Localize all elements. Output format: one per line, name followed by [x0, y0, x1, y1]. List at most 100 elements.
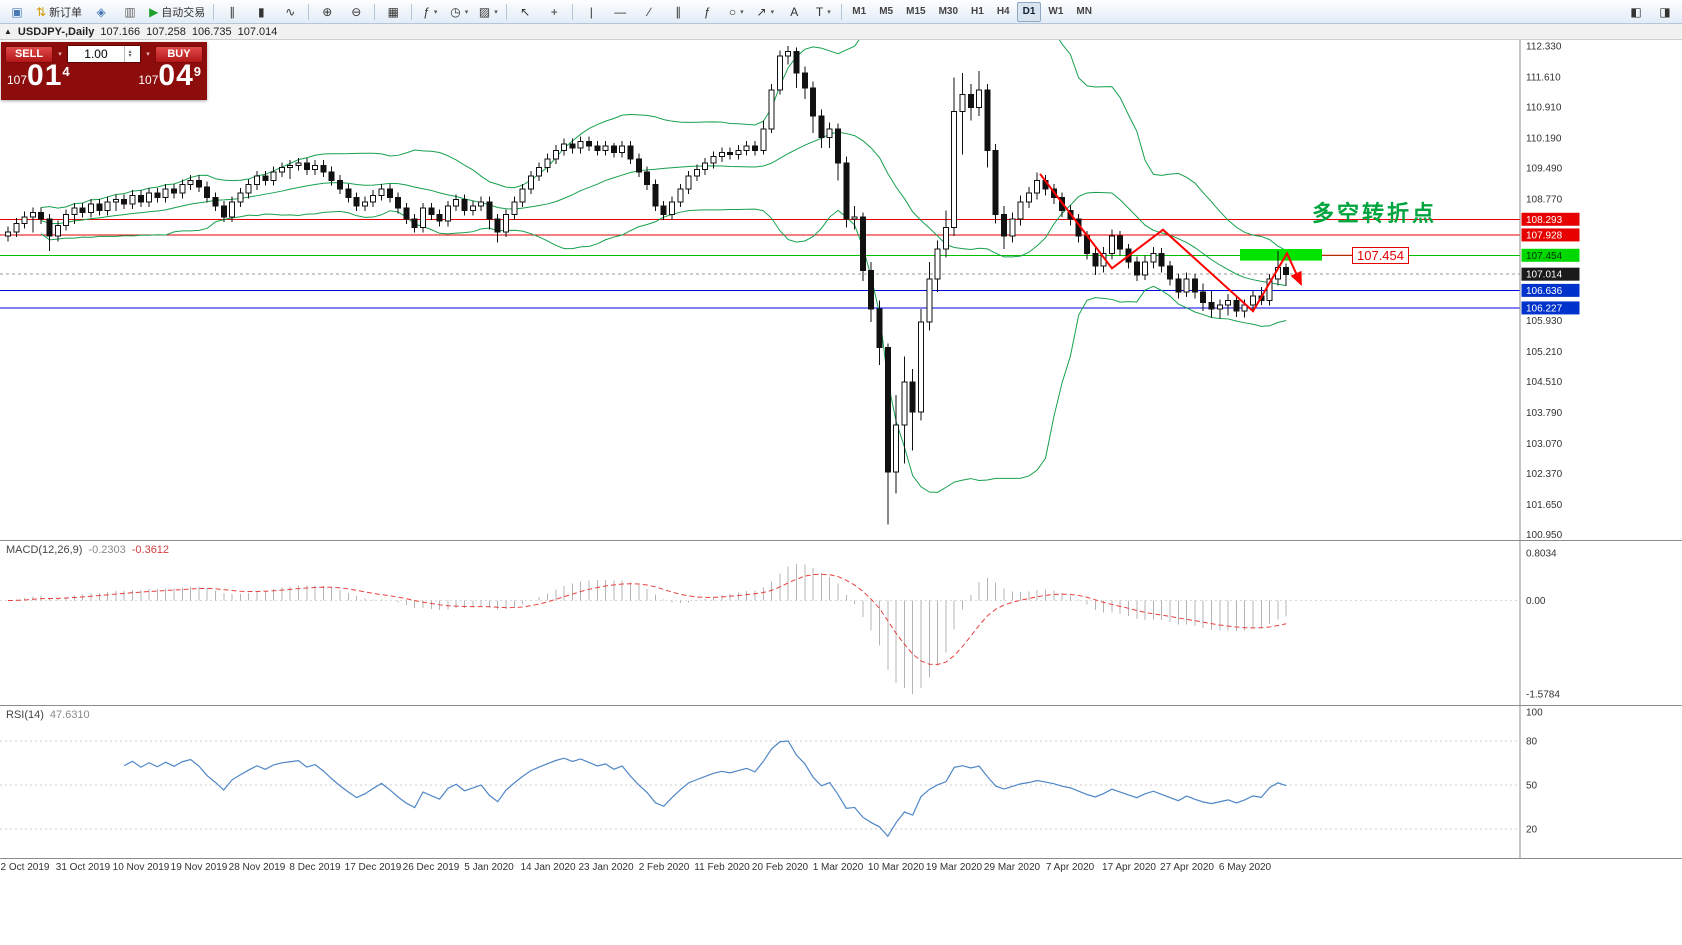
candle: [1175, 278, 1182, 293]
candle: [112, 199, 119, 203]
collapse-icon[interactable]: ▲: [4, 27, 12, 36]
sell-dropdown-icon[interactable]: ▾: [58, 51, 62, 58]
text-button[interactable]: A: [780, 1, 808, 23]
timeframe-m5-button[interactable]: M5: [879, 6, 894, 17]
horizontal-line-button[interactable]: —: [606, 1, 634, 23]
timeframe-h4-button[interactable]: H4: [996, 6, 1010, 17]
timeframe-m15-button[interactable]: M15: [906, 6, 926, 17]
candle: [760, 128, 767, 151]
candlestick-chart-button[interactable]: ▮: [247, 1, 275, 23]
new-chart-button[interactable]: ▣: [3, 1, 31, 23]
autotrading-button[interactable]: ▶ 自动交易: [145, 1, 209, 23]
fibonacci-button[interactable]: ƒ: [693, 1, 721, 23]
indicators-button[interactable]: ƒ ▾: [416, 1, 444, 23]
bid-price[interactable]: 107 01 4: [7, 61, 70, 91]
timeframe-m1-button[interactable]: M1: [852, 6, 867, 17]
timeframe-m30-button[interactable]: M30: [938, 6, 959, 17]
crosshair-button[interactable]: +: [540, 1, 568, 23]
candle: [693, 169, 700, 177]
candle: [594, 145, 601, 151]
toolbar-separator: [572, 3, 574, 20]
ask-price[interactable]: 107 04 9: [138, 61, 201, 91]
periods-icon: ◷: [450, 4, 461, 19]
macd-value-main: -0.2303: [88, 544, 126, 556]
candle: [403, 207, 410, 220]
buy-dropdown-icon[interactable]: ▾: [146, 51, 150, 58]
candle: [635, 158, 642, 173]
sell-button[interactable]: SELL: [5, 45, 53, 63]
volume-spinner[interactable]: ▴ ▾: [123, 46, 135, 62]
line-chart-button[interactable]: ∿: [276, 1, 304, 23]
candle: [984, 89, 991, 151]
text-label-icon: T: [815, 4, 824, 19]
tile-windows-button[interactable]: ▦: [379, 1, 407, 23]
candle: [5, 231, 11, 237]
candle: [1225, 300, 1232, 306]
volume-input[interactable]: [67, 47, 124, 61]
toolbar-separator: [213, 3, 215, 20]
chart-autoscroll-icon: ◨: [1659, 4, 1671, 19]
candle: [1167, 265, 1173, 280]
candle: [461, 199, 468, 211]
templates-button[interactable]: ▨ ▾: [474, 1, 502, 23]
ask-prefix: 107: [138, 73, 159, 87]
zoom-out-button[interactable]: ⊖: [342, 1, 370, 23]
vertical-line-button[interactable]: |: [577, 1, 605, 23]
candle: [527, 175, 534, 190]
rsi-axis-label: 50: [1526, 781, 1538, 792]
arrows-icon: ↗: [756, 4, 767, 19]
timeframe-h1-button[interactable]: H1: [971, 6, 984, 17]
price-axis-label: 109.490: [1526, 163, 1563, 174]
price-badge: [1521, 301, 1580, 315]
candle: [121, 199, 128, 205]
crosshair-icon: +: [550, 4, 558, 19]
candle: [544, 158, 551, 168]
spinner-up-icon[interactable]: ▴: [128, 49, 132, 55]
periods-button[interactable]: ◷ ▾: [445, 1, 473, 23]
bid-prefix: 107: [7, 73, 28, 87]
date-axis-label: 2 Oct 2019: [0, 862, 50, 873]
timeframe-mn-button[interactable]: MN: [1076, 6, 1092, 17]
text-label-button[interactable]: T ▾: [809, 1, 837, 23]
bar-chart-button[interactable]: ∥: [218, 1, 246, 23]
shapes-button[interactable]: ○ ▾: [722, 1, 750, 23]
candle: [710, 156, 717, 164]
zoom-in-button[interactable]: ⊕: [313, 1, 341, 23]
timeframe-d1-button[interactable]: D1: [1016, 1, 1042, 22]
candle: [1283, 266, 1290, 275]
candle: [195, 179, 202, 188]
macd-indicator-panel: MACD(12,26,9) -0.2303 -0.3612 0.8034 0.00 -1…: [0, 541, 1682, 706]
spinner-down-icon[interactable]: ▾: [128, 53, 132, 59]
channel-button[interactable]: ∥: [664, 1, 692, 23]
chart-shift-button[interactable]: ◧: [1622, 1, 1650, 23]
price-axis-label: 111.610: [1526, 72, 1561, 83]
date-axis-label: 29 Mar 2020: [983, 862, 1041, 873]
candle: [569, 143, 576, 149]
candle: [835, 128, 841, 164]
highlight-zone-rect[interactable]: [1240, 249, 1322, 261]
metaeditor-button[interactable]: ◈: [87, 1, 115, 23]
candle: [270, 171, 277, 181]
candle: [785, 51, 792, 57]
terminal-button[interactable]: ▥: [116, 1, 144, 23]
bollinger-bands-layer: [40, 40, 1287, 493]
price-badge: [1521, 267, 1580, 281]
candle: [353, 197, 360, 207]
new-order-button-label: 新订单: [49, 6, 83, 19]
trendline-button[interactable]: ∕: [635, 1, 663, 23]
cursor-button[interactable]: ↖: [511, 1, 539, 23]
date-axis-label: 28 Nov 2019: [228, 862, 286, 873]
candle: [88, 203, 94, 214]
timeframe-w1-button[interactable]: W1: [1048, 6, 1064, 17]
buy-button[interactable]: BUY: [154, 45, 203, 63]
trend-zigzag-annotation[interactable]: [1039, 173, 1302, 313]
arrows-button[interactable]: ↗ ▾: [751, 1, 779, 23]
date-axis-label: 5 Jan 2020: [464, 862, 514, 873]
chart-autoscroll-button[interactable]: ◨: [1651, 1, 1679, 23]
candle: [992, 149, 999, 216]
candle: [1108, 235, 1115, 254]
price-axis-label: 103.790: [1526, 408, 1563, 419]
new-order-button[interactable]: ⇅ 新订单: [32, 1, 86, 23]
candle: [644, 171, 651, 186]
ohlc-open: 107.166: [100, 25, 141, 38]
